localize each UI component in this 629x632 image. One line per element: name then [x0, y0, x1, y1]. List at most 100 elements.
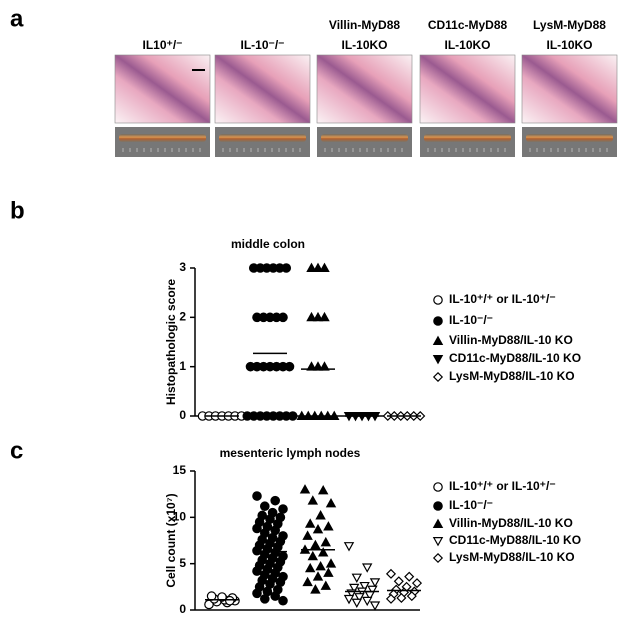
- data-point: [315, 561, 326, 571]
- data-point: [369, 601, 381, 611]
- data-point: [278, 312, 288, 323]
- data-point: [304, 562, 316, 573]
- data-point: [343, 542, 355, 552]
- data-point: [319, 262, 330, 272]
- data-point: [411, 578, 423, 589]
- data-point: [299, 484, 311, 494]
- histology-image: [114, 54, 211, 124]
- data-point: [312, 571, 324, 581]
- legend-label: LysM-MyD88/IL-10 KO: [449, 369, 575, 383]
- legend-label: LysM-MyD88/IL-10 KO: [449, 550, 575, 564]
- legend-marker: [432, 335, 444, 345]
- legend-label: IL-10⁺/⁺ or IL-10⁺/⁻: [449, 292, 556, 306]
- data-point: [259, 501, 270, 512]
- y-tick-label: 0: [179, 408, 186, 422]
- data-point: [312, 311, 324, 322]
- data-point: [206, 591, 217, 601]
- y-axis-label: Cell count (x10⁷): [164, 493, 178, 587]
- legend-label: CD11c-MyD88/IL-10 KO: [449, 351, 581, 365]
- data-point: [312, 262, 324, 272]
- data-point: [252, 523, 262, 534]
- data-point: [325, 558, 337, 568]
- legend-label: CD11c-MyD88/IL-10 KO: [449, 533, 581, 547]
- data-point: [302, 576, 313, 587]
- data-point: [361, 563, 373, 573]
- data-point: [270, 495, 280, 506]
- data-point: [406, 591, 417, 602]
- histology-image: [521, 54, 618, 124]
- data-point: [320, 580, 332, 590]
- data-point: [307, 550, 319, 561]
- legend-marker: [433, 295, 443, 305]
- legend-marker: [432, 552, 444, 564]
- data-point: [348, 583, 360, 594]
- column-header: IL-10⁻/⁻: [240, 38, 284, 52]
- data-point: [287, 411, 298, 421]
- y-tick-label: 5: [179, 556, 186, 570]
- data-point: [385, 593, 397, 604]
- data-point: [306, 311, 317, 322]
- data-point: [270, 591, 280, 601]
- data-point: [296, 410, 307, 420]
- data-point: [393, 576, 404, 587]
- histology-image: [316, 54, 413, 124]
- legend-marker: [433, 501, 443, 511]
- histology-image: [419, 54, 516, 124]
- data-point: [351, 598, 363, 609]
- data-point: [325, 497, 337, 508]
- legend-label: Villin-MyD88/IL-10 KO: [449, 333, 573, 347]
- data-point: [320, 536, 332, 547]
- y-tick-label: 15: [173, 463, 187, 477]
- data-point: [303, 410, 314, 420]
- y-tick-label: 10: [173, 510, 187, 524]
- data-point: [396, 592, 407, 604]
- y-tick-label: 3: [179, 260, 186, 274]
- legend-marker: [433, 482, 443, 492]
- data-point: [317, 547, 329, 557]
- y-tick-label: 1: [179, 359, 186, 373]
- data-point: [317, 485, 329, 495]
- data-point: [309, 410, 320, 420]
- data-point: [351, 573, 363, 584]
- data-point: [310, 539, 321, 550]
- colon-strip: [119, 134, 206, 142]
- column-header: IL-10KO: [546, 38, 592, 52]
- chart-title: middle colon: [231, 237, 305, 251]
- data-point: [319, 361, 330, 371]
- data-point: [302, 530, 313, 540]
- legend-label: IL-10⁻/⁻: [449, 498, 493, 512]
- column-header: CD11c-MyD88: [428, 18, 508, 32]
- y-tick-label: 0: [179, 602, 186, 616]
- data-point: [281, 263, 292, 273]
- data-point: [312, 523, 324, 534]
- data-point: [252, 566, 262, 576]
- colon-strip: [424, 134, 511, 142]
- panel-a-images: [114, 54, 618, 157]
- data-point: [252, 588, 262, 599]
- y-tick-label: 2: [179, 310, 186, 324]
- data-point: [312, 361, 324, 371]
- panel-label: b: [10, 197, 25, 224]
- data-point: [367, 585, 378, 596]
- histology-image: [214, 54, 311, 124]
- data-point: [404, 571, 415, 582]
- legend-marker: [433, 316, 443, 326]
- data-point: [278, 595, 288, 606]
- data-point: [306, 262, 317, 272]
- data-point: [310, 584, 321, 594]
- data-point: [259, 594, 270, 604]
- colon-strip: [526, 134, 613, 142]
- data-point: [252, 545, 262, 556]
- data-point: [252, 491, 262, 501]
- legend-label: IL-10⁻/⁻: [449, 313, 493, 327]
- data-point: [323, 521, 334, 531]
- y-axis-label: Histopathologic score: [164, 279, 178, 405]
- data-point: [369, 578, 381, 588]
- data-point: [315, 510, 326, 520]
- legend-marker: [432, 355, 444, 365]
- data-point: [361, 596, 373, 607]
- column-header: IL-10KO: [341, 38, 387, 52]
- data-point: [316, 410, 327, 420]
- column-header: IL10⁺/⁻: [142, 38, 182, 52]
